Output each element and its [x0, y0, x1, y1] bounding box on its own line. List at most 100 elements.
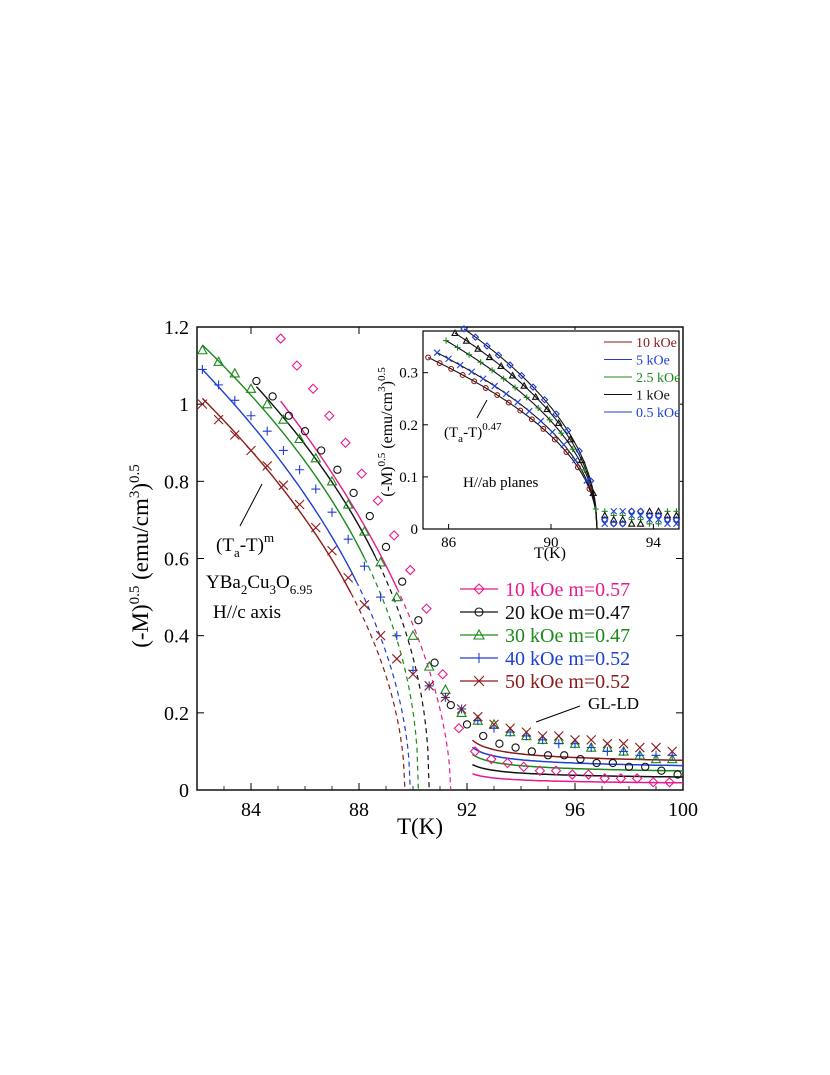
- data-point: [262, 461, 273, 471]
- data-point: [583, 769, 594, 780]
- data-point: [327, 545, 337, 556]
- inset-data-point: [489, 367, 496, 374]
- inset-data-point: [575, 447, 583, 455]
- data-point: [340, 437, 351, 449]
- inset-legend-label: 2.5 kOe: [636, 371, 680, 386]
- inset-data-point: [673, 520, 680, 528]
- data-point: [391, 653, 402, 664]
- data-point: [278, 480, 289, 491]
- inset-data-point: [645, 511, 654, 520]
- data-point: [673, 770, 682, 779]
- inset-data-point: [646, 520, 653, 527]
- inset-data-point: [664, 520, 671, 528]
- data-point: [486, 753, 497, 765]
- data-point: [586, 734, 597, 745]
- legend-label: 50 kOe m=0.52: [505, 671, 630, 693]
- legend-marker: [473, 583, 485, 595]
- data-point: [294, 433, 306, 444]
- data-point: [550, 765, 562, 776]
- gl-ld-pointer-line: [535, 705, 581, 723]
- data-point: [421, 603, 432, 614]
- inset-data-point: [525, 407, 533, 415]
- data-point: [502, 757, 513, 769]
- inset-legend-label: 1 kOe: [636, 389, 670, 404]
- inset-data-point: [468, 368, 476, 376]
- data-point: [602, 746, 612, 756]
- data-point: [634, 742, 645, 753]
- data-point: [567, 769, 578, 780]
- data-point: [479, 731, 488, 741]
- inset-data-point: [645, 507, 654, 515]
- data-point: [576, 754, 585, 764]
- data-point: [196, 344, 208, 355]
- inset-data-point: [577, 456, 586, 464]
- data-point: [392, 631, 402, 641]
- fit-curve-solid: [280, 400, 398, 589]
- fit-curve-dashed: [363, 557, 419, 791]
- data-point: [666, 753, 678, 764]
- inset-data-point: [554, 418, 563, 427]
- data-point: [543, 751, 553, 760]
- inset-data-point: [523, 394, 530, 401]
- data-point: [343, 572, 354, 583]
- inset-data-point: [497, 361, 506, 370]
- data-point: [599, 773, 610, 784]
- inset-data-point: [654, 511, 663, 520]
- fit-curve-dashed: [396, 587, 452, 791]
- legend-marker: [473, 675, 485, 687]
- data-point: [343, 534, 353, 544]
- inset-data-point: [672, 511, 681, 519]
- inset-data-point: [466, 351, 473, 358]
- inset-fit-curve: [445, 340, 598, 530]
- data-point: [408, 665, 418, 675]
- inset-data-point: [528, 416, 535, 423]
- inset-legend-label: 5 kOe: [636, 354, 670, 369]
- data-point: [537, 731, 548, 741]
- inset-data-point: [610, 507, 618, 515]
- inset-data-point: [601, 520, 609, 528]
- inset-data-point: [529, 383, 537, 391]
- data-point: [641, 762, 650, 771]
- inset-data-point: [494, 392, 501, 399]
- data-point: [300, 427, 310, 436]
- inset-data-point: [574, 464, 581, 471]
- data-point: [229, 367, 241, 378]
- data-point: [359, 599, 370, 610]
- data-point: [414, 616, 423, 625]
- fit-formula-label: (Ta-T)m: [216, 530, 274, 560]
- data-point: [489, 719, 499, 730]
- data-point: [407, 630, 419, 640]
- inset-data-point: [646, 516, 653, 524]
- data-point: [311, 484, 321, 494]
- inset-data-point: [600, 511, 609, 519]
- inset-fit-curve: [454, 332, 598, 530]
- data-point: [324, 410, 335, 422]
- gl-ld-curve: [471, 739, 683, 762]
- data-point: [453, 722, 465, 734]
- data-point: [278, 445, 288, 455]
- fit-curve-solid: [201, 397, 352, 594]
- data-point: [326, 475, 338, 486]
- inset-data-point: [619, 507, 627, 515]
- fit-pointer-line: [239, 483, 263, 527]
- data-point: [618, 738, 629, 749]
- inset-data-point: [581, 466, 588, 473]
- inset-data-point: [491, 382, 499, 390]
- data-point: [446, 700, 455, 710]
- gl-ld-curve: [472, 772, 683, 784]
- inset-legend-label: 0.5 kOe: [636, 406, 680, 421]
- inset-data-point: [655, 516, 662, 524]
- inset-data-point: [460, 325, 468, 333]
- inset-xlabel: T(K): [534, 545, 566, 562]
- inset-data-point: [563, 449, 570, 455]
- data-point: [356, 468, 367, 479]
- data-point: [651, 742, 661, 753]
- inset-data-point: [436, 360, 443, 367]
- inset-legend-label: 10 kOe: [636, 336, 677, 351]
- inset-data-point: [517, 407, 524, 414]
- data-point: [651, 750, 661, 760]
- data-point: [489, 723, 499, 733]
- data-point: [657, 766, 666, 775]
- data-point: [462, 720, 472, 729]
- inset-data-point: [477, 359, 484, 366]
